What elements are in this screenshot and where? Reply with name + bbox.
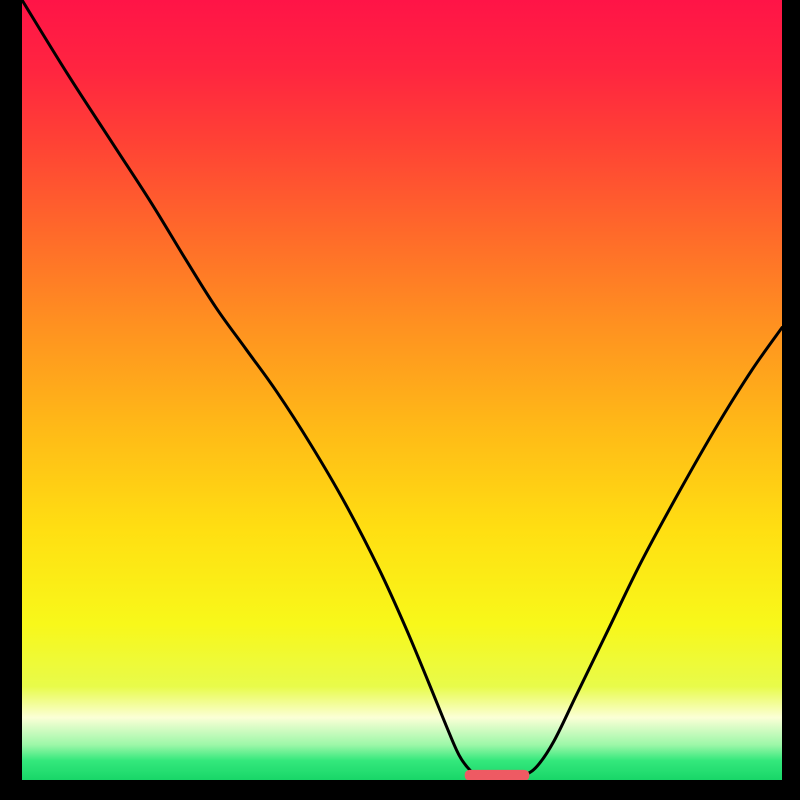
plot-area [22, 0, 782, 780]
gradient-fill [22, 0, 782, 780]
chart-frame: TheBottlenecker.com [0, 0, 800, 800]
bottleneck-chart-svg [22, 0, 782, 780]
optimal-range-marker [465, 770, 530, 780]
